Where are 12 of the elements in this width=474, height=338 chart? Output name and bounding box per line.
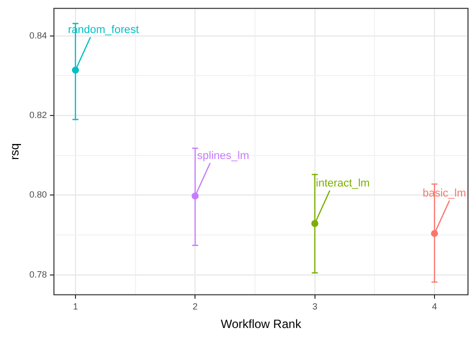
x-tick-label: 2 <box>192 302 198 312</box>
y-tick-label: 0.82 <box>29 110 47 120</box>
x-tick-label: 3 <box>312 302 318 312</box>
y-tick-label: 0.84 <box>29 30 47 40</box>
y-tick-label: 0.80 <box>29 190 47 200</box>
text: splines_lm <box>197 150 250 162</box>
text: interact_lm <box>316 178 370 190</box>
y-tick-label: 0.78 <box>29 269 47 280</box>
x-tick-label: 1 <box>72 302 78 312</box>
y-axis-title: rsq <box>8 143 22 160</box>
x-axis-title: Workflow Rank <box>220 317 302 332</box>
x-tick-label: 4 <box>432 302 437 312</box>
